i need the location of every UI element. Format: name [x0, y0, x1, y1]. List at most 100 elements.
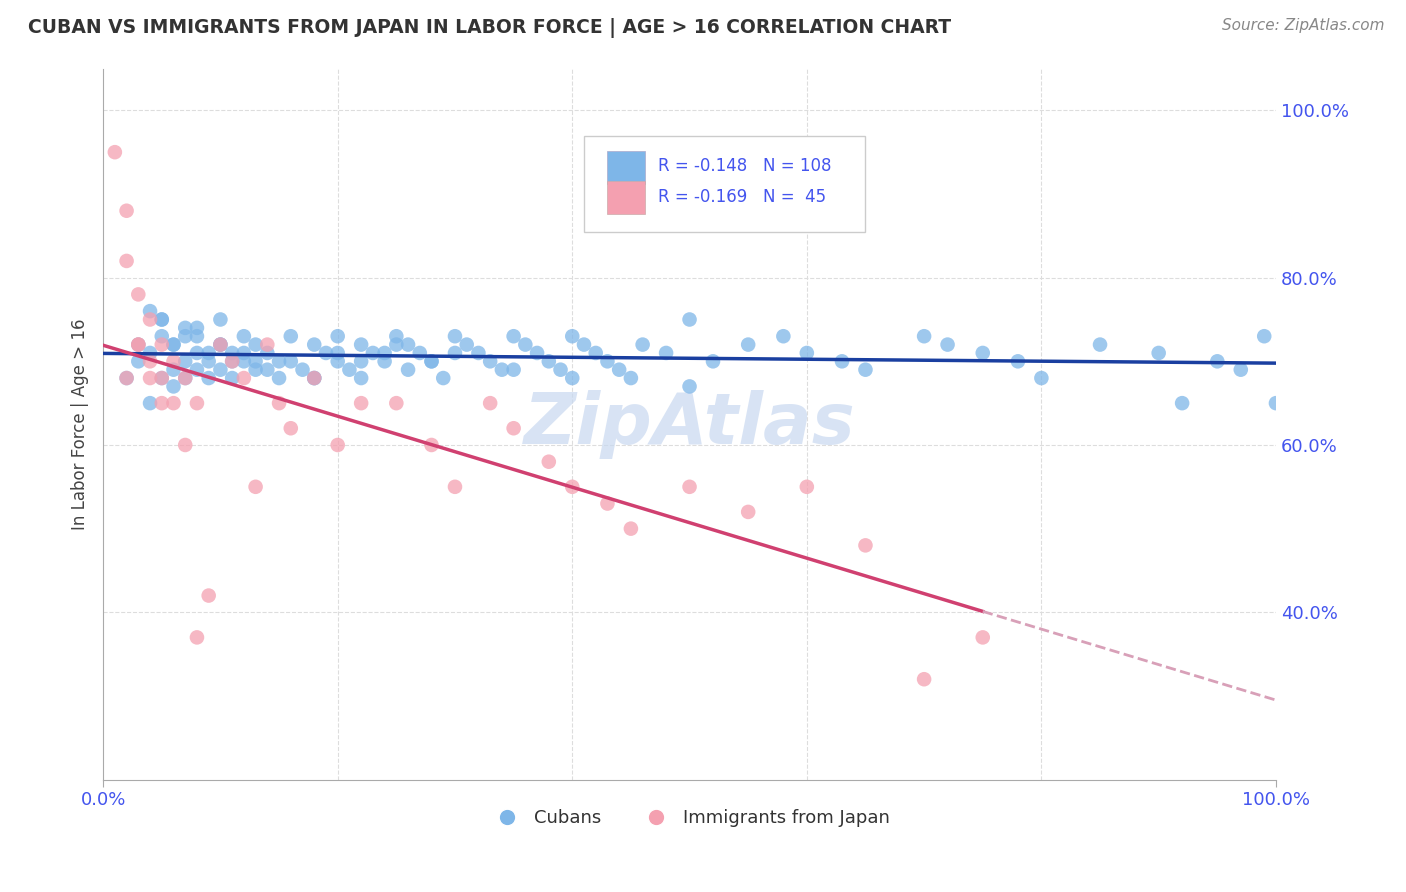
FancyBboxPatch shape — [607, 151, 645, 184]
Point — [115, 371, 138, 385]
Point — [620, 522, 643, 536]
Point — [326, 329, 349, 343]
Point — [339, 362, 361, 376]
Point — [209, 362, 232, 376]
Point — [444, 346, 467, 360]
Point — [245, 480, 267, 494]
Point — [221, 354, 243, 368]
Point — [127, 337, 149, 351]
Point — [396, 362, 419, 376]
Point — [162, 396, 184, 410]
Point — [1147, 346, 1170, 360]
Point — [361, 346, 384, 360]
Point — [831, 354, 853, 368]
Point — [912, 672, 935, 686]
Point — [409, 346, 432, 360]
Point — [1007, 354, 1029, 368]
Point — [1206, 354, 1229, 368]
Text: Source: ZipAtlas.com: Source: ZipAtlas.com — [1222, 18, 1385, 33]
Text: R = -0.169   N =  45: R = -0.169 N = 45 — [658, 187, 825, 205]
Legend: Cubans, Immigrants from Japan: Cubans, Immigrants from Japan — [482, 802, 897, 835]
Point — [737, 337, 759, 351]
Point — [385, 337, 408, 351]
Point — [209, 337, 232, 351]
Point — [796, 480, 818, 494]
Point — [491, 362, 513, 376]
Point — [186, 362, 208, 376]
Point — [162, 379, 184, 393]
Point — [350, 371, 373, 385]
Point — [456, 337, 478, 351]
Point — [127, 337, 149, 351]
Point — [302, 371, 325, 385]
Point — [150, 329, 173, 343]
Text: CUBAN VS IMMIGRANTS FROM JAPAN IN LABOR FORCE | AGE > 16 CORRELATION CHART: CUBAN VS IMMIGRANTS FROM JAPAN IN LABOR … — [28, 18, 952, 37]
Point — [115, 254, 138, 268]
Point — [209, 312, 232, 326]
Point — [280, 421, 302, 435]
Point — [267, 371, 290, 385]
Point — [678, 480, 700, 494]
Point — [139, 396, 162, 410]
Point — [350, 337, 373, 351]
Point — [972, 346, 994, 360]
Point — [432, 371, 454, 385]
Point — [855, 362, 877, 376]
Point — [385, 329, 408, 343]
Point — [139, 304, 162, 318]
Point — [221, 354, 243, 368]
Point — [502, 421, 524, 435]
Point — [291, 362, 314, 376]
Point — [174, 371, 197, 385]
Point — [174, 438, 197, 452]
Point — [855, 538, 877, 552]
Point — [127, 287, 149, 301]
Point — [678, 379, 700, 393]
Point — [420, 354, 443, 368]
Point — [1229, 362, 1251, 376]
Point — [150, 396, 173, 410]
Point — [315, 346, 337, 360]
Point — [936, 337, 959, 351]
Point — [796, 346, 818, 360]
Point — [139, 312, 162, 326]
Point — [280, 354, 302, 368]
Point — [374, 354, 396, 368]
Point — [502, 329, 524, 343]
Point — [374, 346, 396, 360]
Point — [127, 337, 149, 351]
Point — [631, 337, 654, 351]
Point — [245, 354, 267, 368]
Point — [139, 371, 162, 385]
Point — [232, 354, 254, 368]
Point — [174, 321, 197, 335]
Point — [326, 354, 349, 368]
Point — [302, 371, 325, 385]
Point — [444, 329, 467, 343]
Point — [221, 346, 243, 360]
Point — [280, 329, 302, 343]
Point — [912, 329, 935, 343]
Point — [150, 312, 173, 326]
Point — [150, 312, 173, 326]
Point — [186, 631, 208, 645]
Point — [115, 203, 138, 218]
Point — [585, 346, 607, 360]
Point — [302, 337, 325, 351]
FancyBboxPatch shape — [607, 181, 645, 213]
Point — [737, 505, 759, 519]
Point — [139, 354, 162, 368]
Point — [561, 371, 583, 385]
Point — [444, 480, 467, 494]
Point — [174, 354, 197, 368]
Point — [350, 354, 373, 368]
Point — [186, 346, 208, 360]
Point — [972, 631, 994, 645]
Point — [396, 337, 419, 351]
Point — [1265, 396, 1288, 410]
Point — [267, 354, 290, 368]
Point — [537, 354, 560, 368]
Point — [197, 346, 219, 360]
Point — [232, 329, 254, 343]
Point — [1171, 396, 1194, 410]
